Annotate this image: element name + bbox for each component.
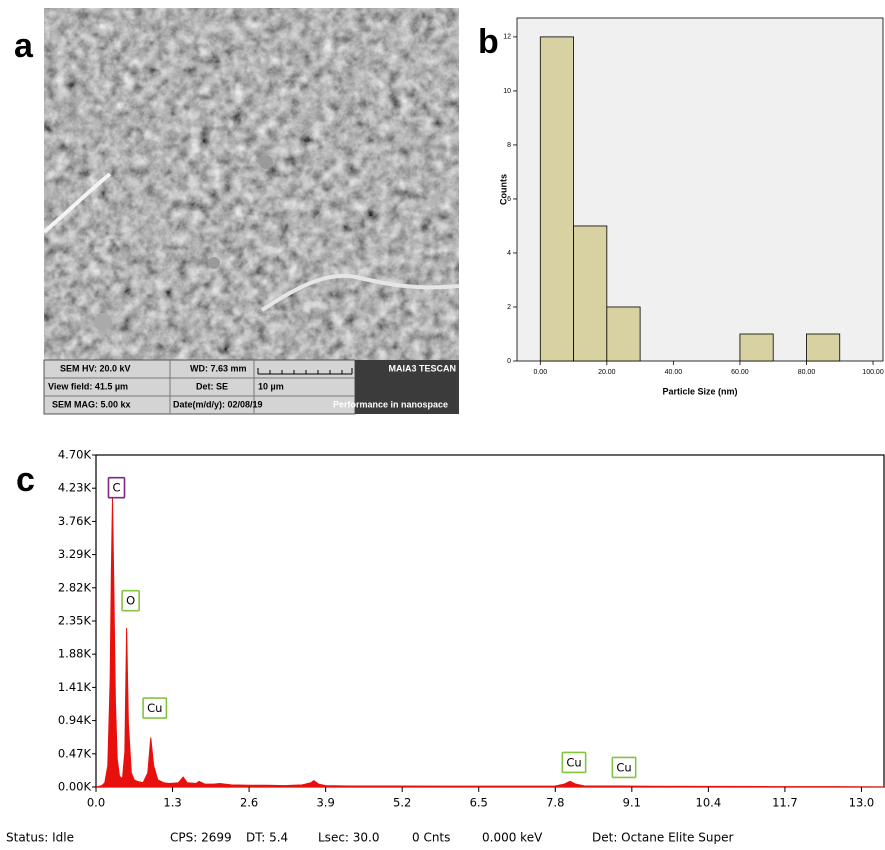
x-tick-label: 2.6 (240, 796, 258, 810)
y-tick-label: 2.82K (58, 580, 92, 594)
x-tick-label: 11.7 (772, 796, 798, 810)
panel-label: a (14, 27, 34, 65)
sem-det: Det: SE (196, 381, 228, 391)
y-tick-label: 3.76K (58, 514, 92, 528)
x-tick-label: 5.2 (393, 796, 411, 810)
scale-bar (257, 368, 353, 375)
y-tick-label: 2.35K (58, 614, 92, 628)
sem-view-field: View field: 41.5 µm (48, 381, 128, 391)
status-item: Lsec: 30.0 (318, 831, 380, 845)
bar (573, 225, 608, 362)
y-tick-label: 1.41K (58, 680, 92, 694)
x-tick-label: 3.9 (316, 796, 334, 810)
x-tick-label: 20.00 (598, 369, 616, 376)
y-axis-label: Counts (498, 174, 508, 205)
sem-ridge (260, 273, 460, 312)
status-item: Status: Idle (6, 831, 74, 845)
sem-particle (94, 313, 112, 331)
peak-label: Cu (142, 697, 168, 719)
peak-box (142, 697, 168, 719)
y-tick-label: 3.29K (58, 547, 92, 561)
sem-brand: MAIA3 TESCAN (388, 363, 456, 373)
peak-box (561, 751, 587, 774)
y-tick-label: 0.94K (58, 713, 92, 727)
peak-box (611, 756, 637, 779)
status-bar: Status: Idle CPS: 2699 DT: 5.4 Lsec: 30.… (6, 831, 733, 845)
y-tick-label: 4.70K (58, 448, 92, 462)
peak-label: Cu (611, 756, 637, 779)
y-tick-label: 0.00K (58, 780, 92, 794)
x-tick-label: 80.00 (798, 369, 816, 376)
status-item: 0.000 keV (482, 831, 543, 845)
x-tick-label: 1.3 (163, 796, 181, 810)
y-tick-label: 4 (507, 250, 511, 257)
y-tick-label: 6 (507, 196, 511, 203)
y-tick-label: 0.47K (58, 746, 92, 760)
x-tick-label: 9.1 (623, 796, 641, 810)
x-tick-label: 10.4 (696, 796, 722, 810)
bar (539, 36, 574, 362)
peak-box (107, 476, 126, 499)
y-tick-label: 10 (503, 88, 511, 95)
bar (606, 306, 641, 362)
status-item: 0 Cnts (412, 831, 450, 845)
sem-image (42, 8, 460, 360)
x-tick-label: 7.8 (546, 796, 564, 810)
x-tick-label: 6.5 (470, 796, 488, 810)
peak-text: Cu (147, 701, 162, 715)
x-tick-label: 0.0 (87, 796, 105, 810)
peak-text: O (126, 594, 135, 608)
sem-slogan: Performance in nanospace (333, 399, 448, 409)
bar (739, 333, 774, 362)
panel-label: c (16, 461, 35, 499)
x-tick-label: 100.00 (862, 369, 884, 376)
x-tick-label: 13.0 (849, 796, 875, 810)
sem-wd: WD: 7.63 mm (190, 363, 247, 373)
sem-scale: 10 µm (258, 381, 284, 391)
info-brand-bg (355, 360, 459, 414)
sem-date: Date(m/d/y): 02/08/19 (173, 399, 263, 409)
sem-particle (259, 155, 273, 169)
y-tick-label: 4.23K (58, 481, 92, 495)
peak-label: O (121, 589, 140, 612)
sem-info-bar: SEM HV: 20.0 kV WD: 7.63 mm MAIA3 TESCAN… (43, 359, 459, 415)
status-item: Det: Octane Elite Super (592, 831, 733, 845)
bar (806, 333, 841, 362)
info-bg (43, 359, 356, 415)
y-tick-label: 0 (507, 358, 511, 365)
peak-label: C (107, 476, 126, 499)
sem-ridge (42, 172, 112, 234)
peak-box (121, 589, 140, 612)
peak-label: Cu (561, 751, 587, 774)
sem-texture (44, 8, 459, 360)
x-tick-label: 40.00 (665, 369, 683, 376)
spectrum (95, 497, 885, 788)
x-tick-label: 60.00 (731, 369, 749, 376)
peak-text: Cu (566, 755, 581, 769)
plot-frame (95, 454, 885, 788)
panel-label: b (478, 23, 499, 61)
y-tick-label: 12 (503, 34, 511, 41)
y-tick-label: 2 (507, 304, 511, 311)
sem-mag: SEM MAG: 5.00 kx (52, 399, 131, 409)
peak-text: C (112, 481, 120, 495)
peak-text: Cu (616, 760, 631, 774)
x-tick-label: 0.00 (533, 369, 547, 376)
sem-hv: SEM HV: 20.0 kV (60, 363, 131, 373)
y-tick-label: 8 (507, 142, 511, 149)
y-tick-label: 1.88K (58, 647, 92, 661)
status-item: DT: 5.4 (246, 831, 288, 845)
sem-particle (208, 257, 220, 269)
status-item: CPS: 2699 (170, 831, 232, 845)
x-axis-label: Particle Size (nm) (662, 386, 737, 396)
